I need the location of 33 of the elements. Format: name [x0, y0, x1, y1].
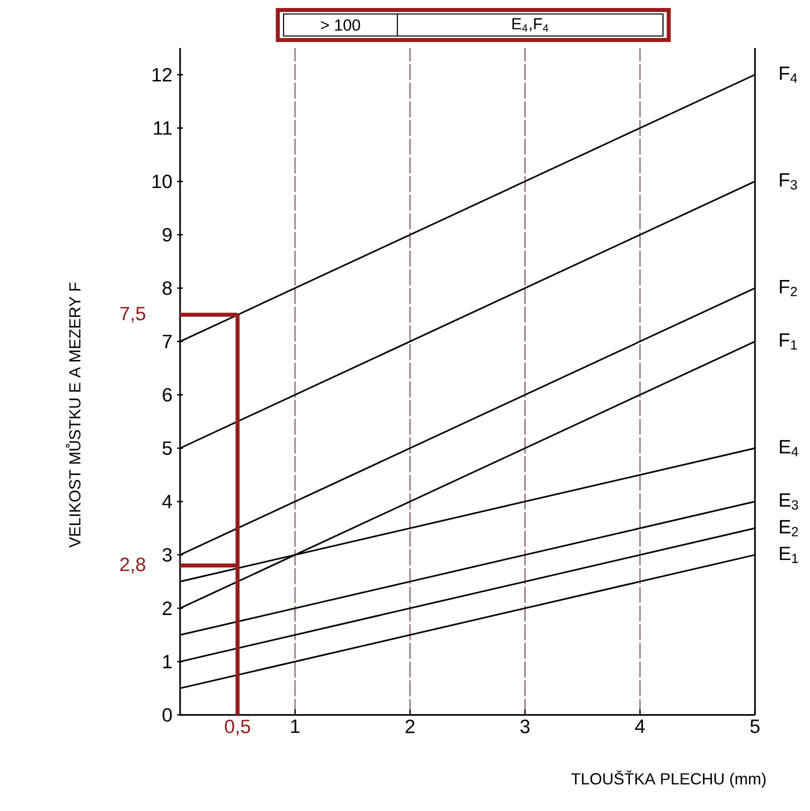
y-tick-label: 4 [162, 494, 172, 508]
ref-line-label: 2,8 [120, 558, 146, 574]
series-label: F$_{1}$ [780, 333, 798, 350]
series-label: E$_{1}$ [780, 546, 798, 563]
ref-line-label: 0,5 [225, 720, 250, 736]
y-tick-label: 12 [152, 68, 172, 82]
y-tick-label: 3 [162, 548, 172, 562]
x-tick-label: 5 [750, 720, 760, 734]
y-tick-label: 2 [162, 602, 172, 615]
x-tick-label: 2 [406, 720, 415, 734]
series-label: E$_{4}$ [780, 440, 798, 456]
series-label: F$_{2}$ [780, 280, 798, 296]
series-label: F$_{4}$ [780, 66, 798, 83]
y-tick-label: 11 [154, 121, 172, 135]
y-tick-label: 7 [162, 334, 172, 348]
ref-line-label: 7,5 [120, 306, 146, 323]
text: E$_{4}$,F$_{4}$ [512, 18, 548, 32]
series-label: F$_{3}$ [780, 173, 798, 190]
y-tick-label: 1 [163, 654, 172, 668]
y-tick-label: 9 [162, 228, 172, 242]
y-tick-label: 10 [152, 174, 172, 188]
y-tick-label: 6 [162, 388, 172, 402]
series-label: E$_{3}$ [780, 493, 798, 510]
y-tick-label: 0 [162, 708, 172, 722]
x-tick-label: 1 [291, 720, 300, 733]
series-label: E$_{2}$ [780, 520, 798, 536]
text: > 100 [321, 19, 360, 31]
x-tick-label: 3 [520, 720, 530, 734]
x-axis-title: TLOUŠŤKA PLECHU (mm) [571, 770, 766, 788]
y-tick-label: 8 [162, 281, 172, 295]
y-axis-title: VELIKOST MŮSTKU E A MEZERY F [66, 282, 81, 548]
x-tick-label: 4 [635, 720, 645, 733]
y-tick-label: 5 [162, 441, 172, 455]
